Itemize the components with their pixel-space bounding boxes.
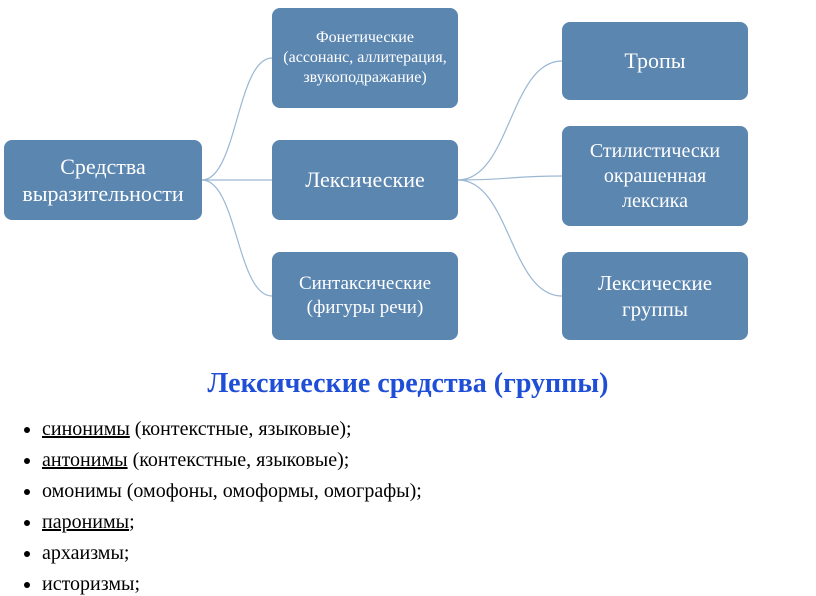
bullet-item: паронимы; [42,511,816,534]
bullet-item: архаизмы; [42,542,816,565]
node-styl: Стилистически окрашенная лексика [562,126,748,226]
node-synt: Синтаксические (фигуры речи) [272,252,458,340]
node-lex: Лексические [272,140,458,220]
node-tropy: Тропы [562,22,748,100]
bullet-item: антонимы (контекстные, языковые); [42,449,816,472]
underlined-term: синонимы [42,418,130,440]
bullet-list: синонимы (контекстные, языковые);антоним… [42,418,816,596]
bullet-text: омонимы (омофоны, омоформы, омографы); [42,480,422,502]
bullet-text: (контекстные, языковые); [128,449,350,471]
edge-lex-styl [458,176,562,180]
bullet-item: синонимы (контекстные, языковые); [42,418,816,441]
bullet-text: ; [129,511,135,533]
section-heading: Лексические средства (группы) [0,368,816,400]
edge-root-synt [202,180,272,296]
node-phon: Фонетические (ассонанс, аллитерация, зву… [272,8,458,108]
edge-root-phon [202,58,272,180]
bullet-text: (контекстные, языковые); [130,418,352,440]
underlined-term: антонимы [42,449,128,471]
node-lexgrp: Лексические группы [562,252,748,340]
edge-lex-lexgrp [458,180,562,296]
bullet-item: историзмы; [42,573,816,596]
hierarchy-diagram: Средства выразительности Фонетические (ас… [0,0,816,360]
bullet-text: архаизмы; [42,542,129,564]
underlined-term: паронимы [42,511,129,533]
bullet-item: омонимы (омофоны, омоформы, омографы); [42,480,816,503]
edge-lex-tropy [458,61,562,180]
node-root: Средства выразительности [4,140,202,220]
